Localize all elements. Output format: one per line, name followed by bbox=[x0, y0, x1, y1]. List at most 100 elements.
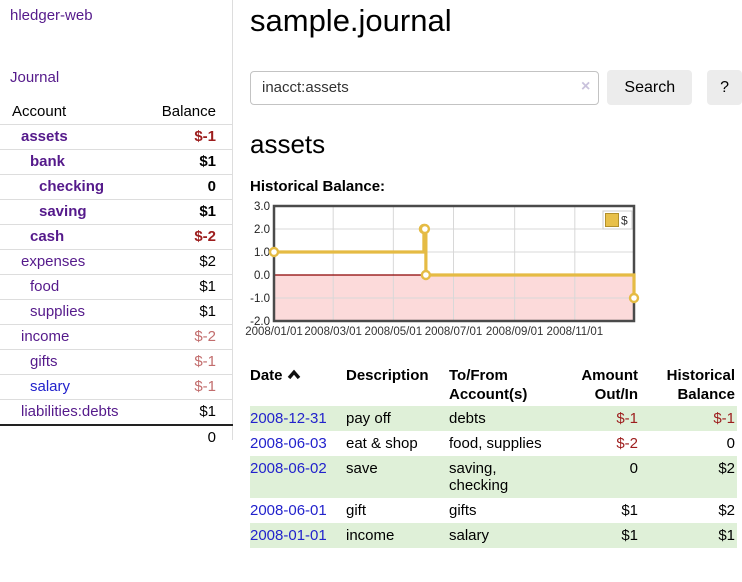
transaction-accounts: salary bbox=[449, 527, 490, 544]
register-table-header: Date Description To/From Account(s) Amou… bbox=[250, 364, 737, 406]
account-balance: $1 bbox=[199, 403, 216, 420]
svg-text:2.0: 2.0 bbox=[254, 224, 270, 236]
account-balance: $1 bbox=[199, 278, 216, 295]
account-row: salary $-1 bbox=[0, 375, 233, 400]
transaction-description: eat & shop bbox=[346, 435, 418, 452]
account-balance: $1 bbox=[199, 153, 216, 170]
transaction-description: income bbox=[346, 527, 395, 544]
account-row: food $1 bbox=[0, 275, 233, 300]
svg-text:1.0: 1.0 bbox=[254, 247, 270, 259]
transaction-description: pay off bbox=[346, 410, 391, 427]
clear-search-icon[interactable]: × bbox=[581, 77, 591, 95]
account-link[interactable]: income bbox=[21, 328, 70, 345]
transaction-description: gift bbox=[346, 502, 367, 519]
svg-text:-2.0: -2.0 bbox=[250, 316, 270, 328]
account-row: checking 0 bbox=[0, 175, 233, 200]
svg-text:2008/01/01: 2008/01/01 bbox=[245, 326, 303, 338]
account-link[interactable]: supplies bbox=[30, 303, 86, 320]
svg-text:0.0: 0.0 bbox=[254, 270, 270, 282]
transaction-amount: $-1 bbox=[616, 410, 638, 427]
account-balance: $2 bbox=[199, 253, 216, 270]
svg-text:2008/11/01: 2008/11/01 bbox=[546, 326, 603, 338]
transaction-row: 2008-01-01 income salary $1 $1 bbox=[250, 523, 737, 548]
account-balance: $-1 bbox=[194, 378, 216, 395]
accounts-total-value: 0 bbox=[207, 429, 216, 446]
account-link[interactable]: cash bbox=[30, 228, 65, 245]
transaction-balance: $1 bbox=[718, 527, 735, 544]
account-heading: assets bbox=[250, 129, 326, 159]
account-balance: $-1 bbox=[194, 128, 216, 145]
amount-column-header: Amount Out/In bbox=[581, 367, 638, 403]
account-link[interactable]: salary bbox=[30, 378, 71, 395]
transaction-row: 2008-12-31 pay off debts $-1 $-1 bbox=[250, 406, 737, 431]
svg-text:2008/07/01: 2008/07/01 bbox=[425, 326, 483, 338]
account-balance: $-2 bbox=[194, 228, 216, 245]
balance-column-header: Historical Balance bbox=[666, 367, 735, 403]
chart-title: Historical Balance: bbox=[250, 178, 386, 195]
account-balance: $1 bbox=[199, 303, 216, 320]
account-link[interactable]: food bbox=[30, 278, 60, 295]
svg-text:2008/03/01: 2008/03/01 bbox=[304, 326, 362, 338]
transaction-amount: 0 bbox=[629, 460, 638, 477]
help-button[interactable]: ? bbox=[707, 70, 742, 105]
svg-text:-1.0: -1.0 bbox=[250, 293, 270, 305]
account-link[interactable]: bank bbox=[30, 153, 66, 170]
transaction-amount: $1 bbox=[621, 527, 638, 544]
search-form: × Search ? bbox=[250, 70, 742, 105]
transaction-description: save bbox=[346, 460, 378, 477]
account-row: income $-2 bbox=[0, 325, 233, 350]
search-button[interactable]: Search bbox=[607, 70, 693, 105]
transaction-accounts: food, supplies bbox=[449, 435, 542, 452]
sidebar-item-journal[interactable]: Journal bbox=[10, 69, 60, 86]
app-brand-link[interactable]: hledger-web bbox=[10, 7, 93, 24]
account-balance: $1 bbox=[199, 203, 216, 220]
transaction-row: 2008-06-03 eat & shop food, supplies $-2… bbox=[250, 431, 737, 456]
description-column-header: Description bbox=[346, 367, 429, 384]
svg-text:3.0: 3.0 bbox=[254, 201, 270, 213]
account-link[interactable]: gifts bbox=[30, 353, 58, 370]
account-balance: $-2 bbox=[194, 328, 216, 345]
account-row: expenses $2 bbox=[0, 250, 233, 275]
transaction-accounts: gifts bbox=[449, 502, 477, 519]
svg-text:$: $ bbox=[621, 214, 628, 228]
account-link[interactable]: expenses bbox=[21, 253, 86, 270]
account-link[interactable]: assets bbox=[21, 128, 68, 145]
account-row: cash $-2 bbox=[0, 225, 233, 250]
account-link[interactable]: liabilities:debts bbox=[21, 403, 119, 420]
transaction-date-link[interactable]: 2008-06-03 bbox=[250, 435, 327, 452]
main-content: sample.journal × Search ? assets Histori… bbox=[233, 0, 742, 548]
date-column-header[interactable]: Date bbox=[250, 364, 346, 406]
account-row: gifts $-1 bbox=[0, 350, 233, 375]
account-row: bank $1 bbox=[0, 150, 233, 175]
transaction-accounts: debts bbox=[449, 410, 486, 427]
balance-column-header: Balance bbox=[161, 103, 216, 120]
transaction-date-link[interactable]: 2008-06-02 bbox=[250, 460, 327, 477]
transaction-amount: $-2 bbox=[616, 435, 638, 452]
account-link[interactable]: checking bbox=[39, 178, 105, 195]
account-row: supplies $1 bbox=[0, 300, 233, 325]
transaction-balance: $2 bbox=[718, 502, 735, 519]
accounts-column-header: To/From Account(s) bbox=[449, 367, 528, 403]
account-row: liabilities:debts $1 bbox=[0, 400, 233, 425]
transaction-accounts: saving, checking bbox=[449, 460, 509, 494]
account-row: saving $1 bbox=[0, 200, 233, 225]
account-link[interactable]: saving bbox=[39, 203, 87, 220]
accounts-column-header: Account bbox=[12, 103, 67, 120]
account-balance: 0 bbox=[207, 178, 216, 195]
account-row: assets $-1 bbox=[0, 125, 233, 150]
svg-text:2008/05/01: 2008/05/01 bbox=[365, 326, 423, 338]
transaction-amount: $1 bbox=[621, 502, 638, 519]
transaction-date-link[interactable]: 2008-12-31 bbox=[250, 410, 327, 427]
transaction-balance: $2 bbox=[718, 460, 735, 477]
transaction-date-link[interactable]: 2008-01-01 bbox=[250, 527, 327, 544]
transaction-row: 2008-06-02 save saving, checking 0 $2 bbox=[250, 456, 737, 498]
sort-ascending-icon bbox=[287, 366, 301, 385]
accounts-total-row: 0 bbox=[0, 425, 233, 450]
account-balance: $-1 bbox=[194, 353, 216, 370]
search-input[interactable] bbox=[250, 70, 600, 105]
transaction-date-link[interactable]: 2008-06-01 bbox=[250, 502, 327, 519]
register-table: Date Description To/From Account(s) Amou… bbox=[250, 364, 737, 548]
transaction-balance: 0 bbox=[726, 435, 735, 452]
page-title: sample.journal bbox=[250, 3, 452, 38]
